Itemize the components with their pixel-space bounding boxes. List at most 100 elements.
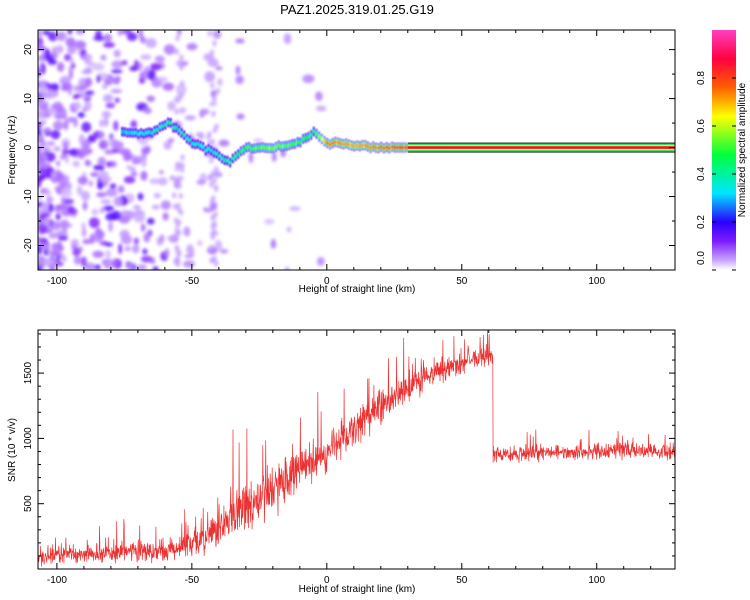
noise-blob — [113, 120, 119, 132]
x-tick-label: 100 — [588, 575, 605, 586]
ridge-core — [220, 156, 224, 161]
noise-blob — [217, 78, 223, 87]
noise-blob — [83, 262, 96, 270]
ridge-core — [253, 146, 256, 151]
ridge-core — [677, 146, 679, 149]
noise-blob — [126, 32, 138, 42]
noise-blob — [77, 111, 85, 119]
noise-blob — [211, 221, 216, 228]
noise-blob — [61, 255, 67, 263]
ridge-core — [156, 128, 159, 132]
noise-blob — [38, 109, 44, 120]
x-tick-label: -100 — [47, 276, 67, 287]
ridge-core — [134, 130, 137, 135]
noise-blob — [92, 250, 104, 258]
noise-blob — [52, 120, 64, 131]
ridge-core — [353, 144, 356, 149]
ridge-core — [185, 136, 189, 141]
noise-blob — [96, 74, 101, 83]
ridge-core — [326, 141, 329, 145]
noise-blob — [163, 44, 176, 55]
ridge-core — [210, 148, 213, 153]
ridge-core — [150, 131, 153, 135]
noise-blob — [123, 176, 136, 184]
noise-blob — [186, 243, 194, 254]
noise-blob — [253, 138, 263, 143]
ridge-core — [304, 136, 307, 140]
ridge-core — [126, 131, 129, 135]
noise-blob — [149, 178, 161, 185]
noise-blob — [315, 105, 327, 112]
noise-blob — [140, 170, 148, 181]
noise-blob — [105, 212, 117, 222]
noise-blob — [48, 266, 56, 270]
noise-blob — [56, 61, 65, 72]
noise-blob — [73, 116, 78, 128]
noise-blob — [121, 60, 128, 66]
noise-blob — [219, 248, 229, 254]
noise-blob — [48, 203, 54, 213]
noise-blob — [123, 153, 132, 162]
noise-blob — [212, 177, 217, 184]
noise-blob — [78, 134, 85, 145]
ridge-core — [339, 141, 342, 146]
noise-blob — [178, 192, 184, 199]
noise-blob — [248, 152, 254, 164]
noise-blob — [167, 101, 176, 111]
noise-blob — [214, 166, 219, 173]
ridge-core — [345, 141, 348, 146]
noise-blob — [179, 54, 184, 61]
noise-blob — [174, 175, 185, 181]
snr-panel: -100 -50 0 50 100 500 1000 1500 Height of strai… — [7, 329, 676, 595]
ridge-core — [218, 154, 221, 158]
noise-blob — [38, 30, 43, 38]
noise-blob — [109, 137, 114, 147]
ridge-core — [145, 131, 148, 135]
colorbar-tick-label: 0.6 — [696, 119, 707, 133]
noise-blob — [209, 181, 214, 188]
noise-blob — [175, 84, 187, 95]
noise-blob — [132, 160, 137, 165]
noise-blob — [132, 204, 141, 210]
noise-blob — [131, 244, 140, 254]
noise-blob — [38, 67, 42, 76]
snr-y-label: SNR (10 * v/v) — [7, 418, 18, 482]
noise-blob — [133, 237, 139, 245]
tone-band-core — [407, 146, 675, 149]
noise-blob — [284, 266, 290, 270]
noise-blob — [93, 35, 106, 41]
noise-blob — [80, 256, 87, 267]
noise-blob — [141, 158, 147, 168]
noise-blob — [158, 76, 168, 83]
noise-blob — [63, 175, 70, 183]
noise-blob — [81, 190, 90, 202]
noise-blob — [51, 102, 64, 111]
noise-blob — [113, 49, 121, 58]
noise-blob — [211, 110, 216, 117]
noise-blob — [81, 53, 93, 62]
noise-blob — [44, 54, 55, 62]
noise-blob — [100, 176, 112, 182]
ridge-core — [399, 145, 402, 150]
noise-blob — [196, 240, 203, 247]
noise-blob — [38, 235, 41, 243]
ridge-core — [239, 149, 243, 154]
noise-blob — [163, 140, 172, 150]
ridge-core — [183, 133, 186, 137]
noise-blob — [140, 54, 152, 60]
noise-blob — [65, 37, 76, 47]
noise-blob — [109, 183, 117, 190]
colorbar-tick-label: 0.8 — [696, 71, 707, 85]
ridge-core — [318, 134, 321, 139]
noise-blob — [73, 101, 82, 110]
ridge-core — [358, 144, 361, 148]
noise-blob — [96, 191, 107, 198]
ridge-core — [288, 143, 291, 147]
ridge-core — [161, 124, 164, 128]
noise-blob — [129, 167, 136, 172]
ridge-core — [188, 138, 191, 142]
noise-blob — [111, 60, 124, 69]
noise-blob — [38, 122, 43, 128]
